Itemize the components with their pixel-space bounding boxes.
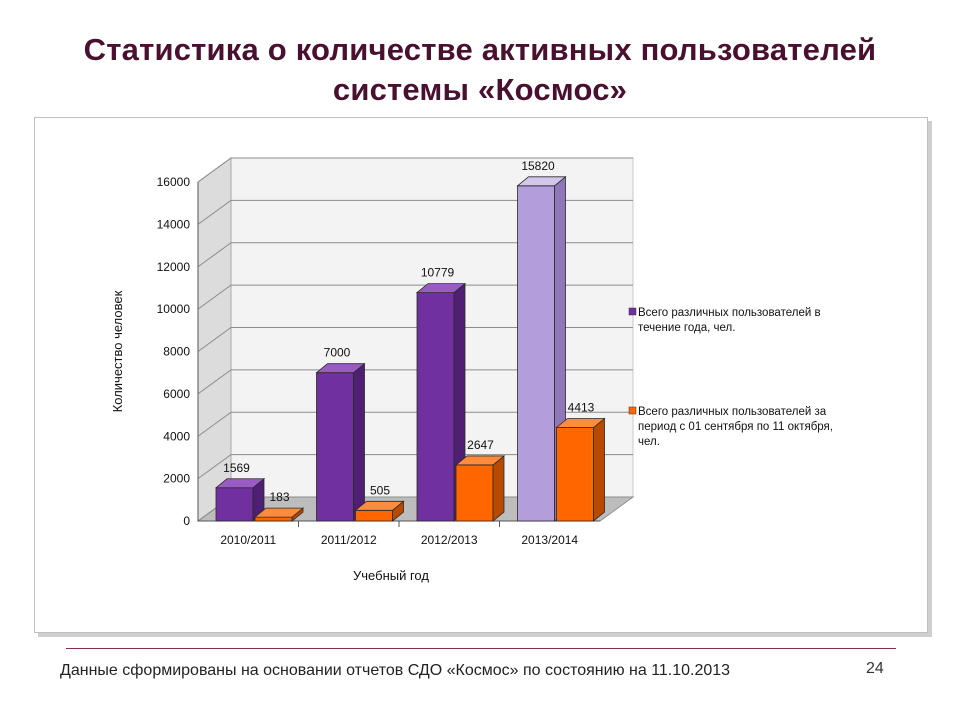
x-tick-label: 2012/2013 <box>421 533 478 547</box>
legend-label-series1: течение года, чел. <box>638 322 735 334</box>
slide-title-line2: системы «Космос» <box>332 72 628 107</box>
y-tick-label: 10000 <box>157 302 191 316</box>
y-tick-label: 14000 <box>157 217 191 231</box>
gridline <box>197 157 633 183</box>
bar-series2-side <box>492 455 505 522</box>
gridline <box>197 199 633 225</box>
data-label-series2: 183 <box>269 490 289 504</box>
slide-title: Статистика о количестве активных пользов… <box>40 30 920 110</box>
bar-series2-top <box>454 455 506 466</box>
bar-series2-front <box>556 427 594 522</box>
bar-series1-front <box>517 185 555 522</box>
data-label-series1: 10779 <box>421 266 455 280</box>
footer-note: Данные сформированы на основании отчетов… <box>60 662 731 679</box>
bar-series2-front <box>355 509 393 522</box>
bar-series1-top <box>516 176 567 187</box>
bar-series1-front <box>416 292 455 522</box>
bar-series1-front <box>316 372 354 522</box>
data-label-series1: 1569 <box>223 461 250 475</box>
x-tick-label: 2010/2011 <box>220 533 276 547</box>
page-number: 24 <box>866 660 884 677</box>
legend-swatch-series2 <box>628 406 637 415</box>
y-tick-label: 16000 <box>157 175 191 189</box>
data-label-series2: 4413 <box>568 400 595 414</box>
gridline <box>197 284 633 310</box>
y-tick-label: 12000 <box>157 260 191 274</box>
bar-series1-top <box>214 478 266 489</box>
gridline <box>197 327 633 352</box>
chart-frame: 0 2000 4000 6000 8000 10000 12000 14000 16000 156… <box>34 117 928 633</box>
y-tick-label: 6000 <box>163 387 190 401</box>
bar-series2-front <box>455 464 494 522</box>
y-tick-label: 4000 <box>163 429 190 443</box>
legend-label-series1: Всего различных пользователей в <box>638 307 821 319</box>
bar-series1-top <box>415 283 467 294</box>
x-tick-label: 2011/2012 <box>321 533 377 547</box>
bar-series2-front <box>254 516 293 522</box>
x-axis-title: Учебный год <box>353 568 429 583</box>
gridline <box>197 242 633 268</box>
legend-label-series2: период с 01 сентября по 11 октября, <box>638 421 833 433</box>
gridline <box>197 454 633 480</box>
data-label-series2: 505 <box>370 483 390 497</box>
bar-series2-top <box>555 418 606 428</box>
bar-series1-side <box>353 362 365 522</box>
legend-label-series2: Всего различных пользователей за <box>638 406 827 418</box>
bar-chart: 0 2000 4000 6000 8000 10000 12000 14000 16000 156… <box>110 157 833 583</box>
data-label-series1: 15820 <box>521 159 555 173</box>
x-tick-label: 2013/2014 <box>521 533 578 547</box>
footer-divider <box>66 648 896 649</box>
data-label-series2: 2647 <box>467 438 494 452</box>
gridline <box>197 411 633 437</box>
bar-series2-side <box>593 417 605 522</box>
legend-swatch-series1 <box>628 307 637 316</box>
data-label-series1: 7000 <box>324 346 351 360</box>
bar-series2-top <box>253 507 305 518</box>
legend-label-series2: чел. <box>638 436 660 448</box>
slide-title-line1: Статистика о количестве активных пользов… <box>83 32 877 67</box>
y-tick-label: 8000 <box>163 345 190 359</box>
bar-series2-top <box>354 500 405 511</box>
gridline <box>197 369 633 395</box>
y-axis-title: Количество человек <box>110 290 125 412</box>
y-tick-label: 2000 <box>163 472 190 486</box>
bar-series1-front <box>215 487 254 522</box>
bar-series1-top <box>315 363 366 374</box>
y-tick-label: 0 <box>183 514 190 528</box>
